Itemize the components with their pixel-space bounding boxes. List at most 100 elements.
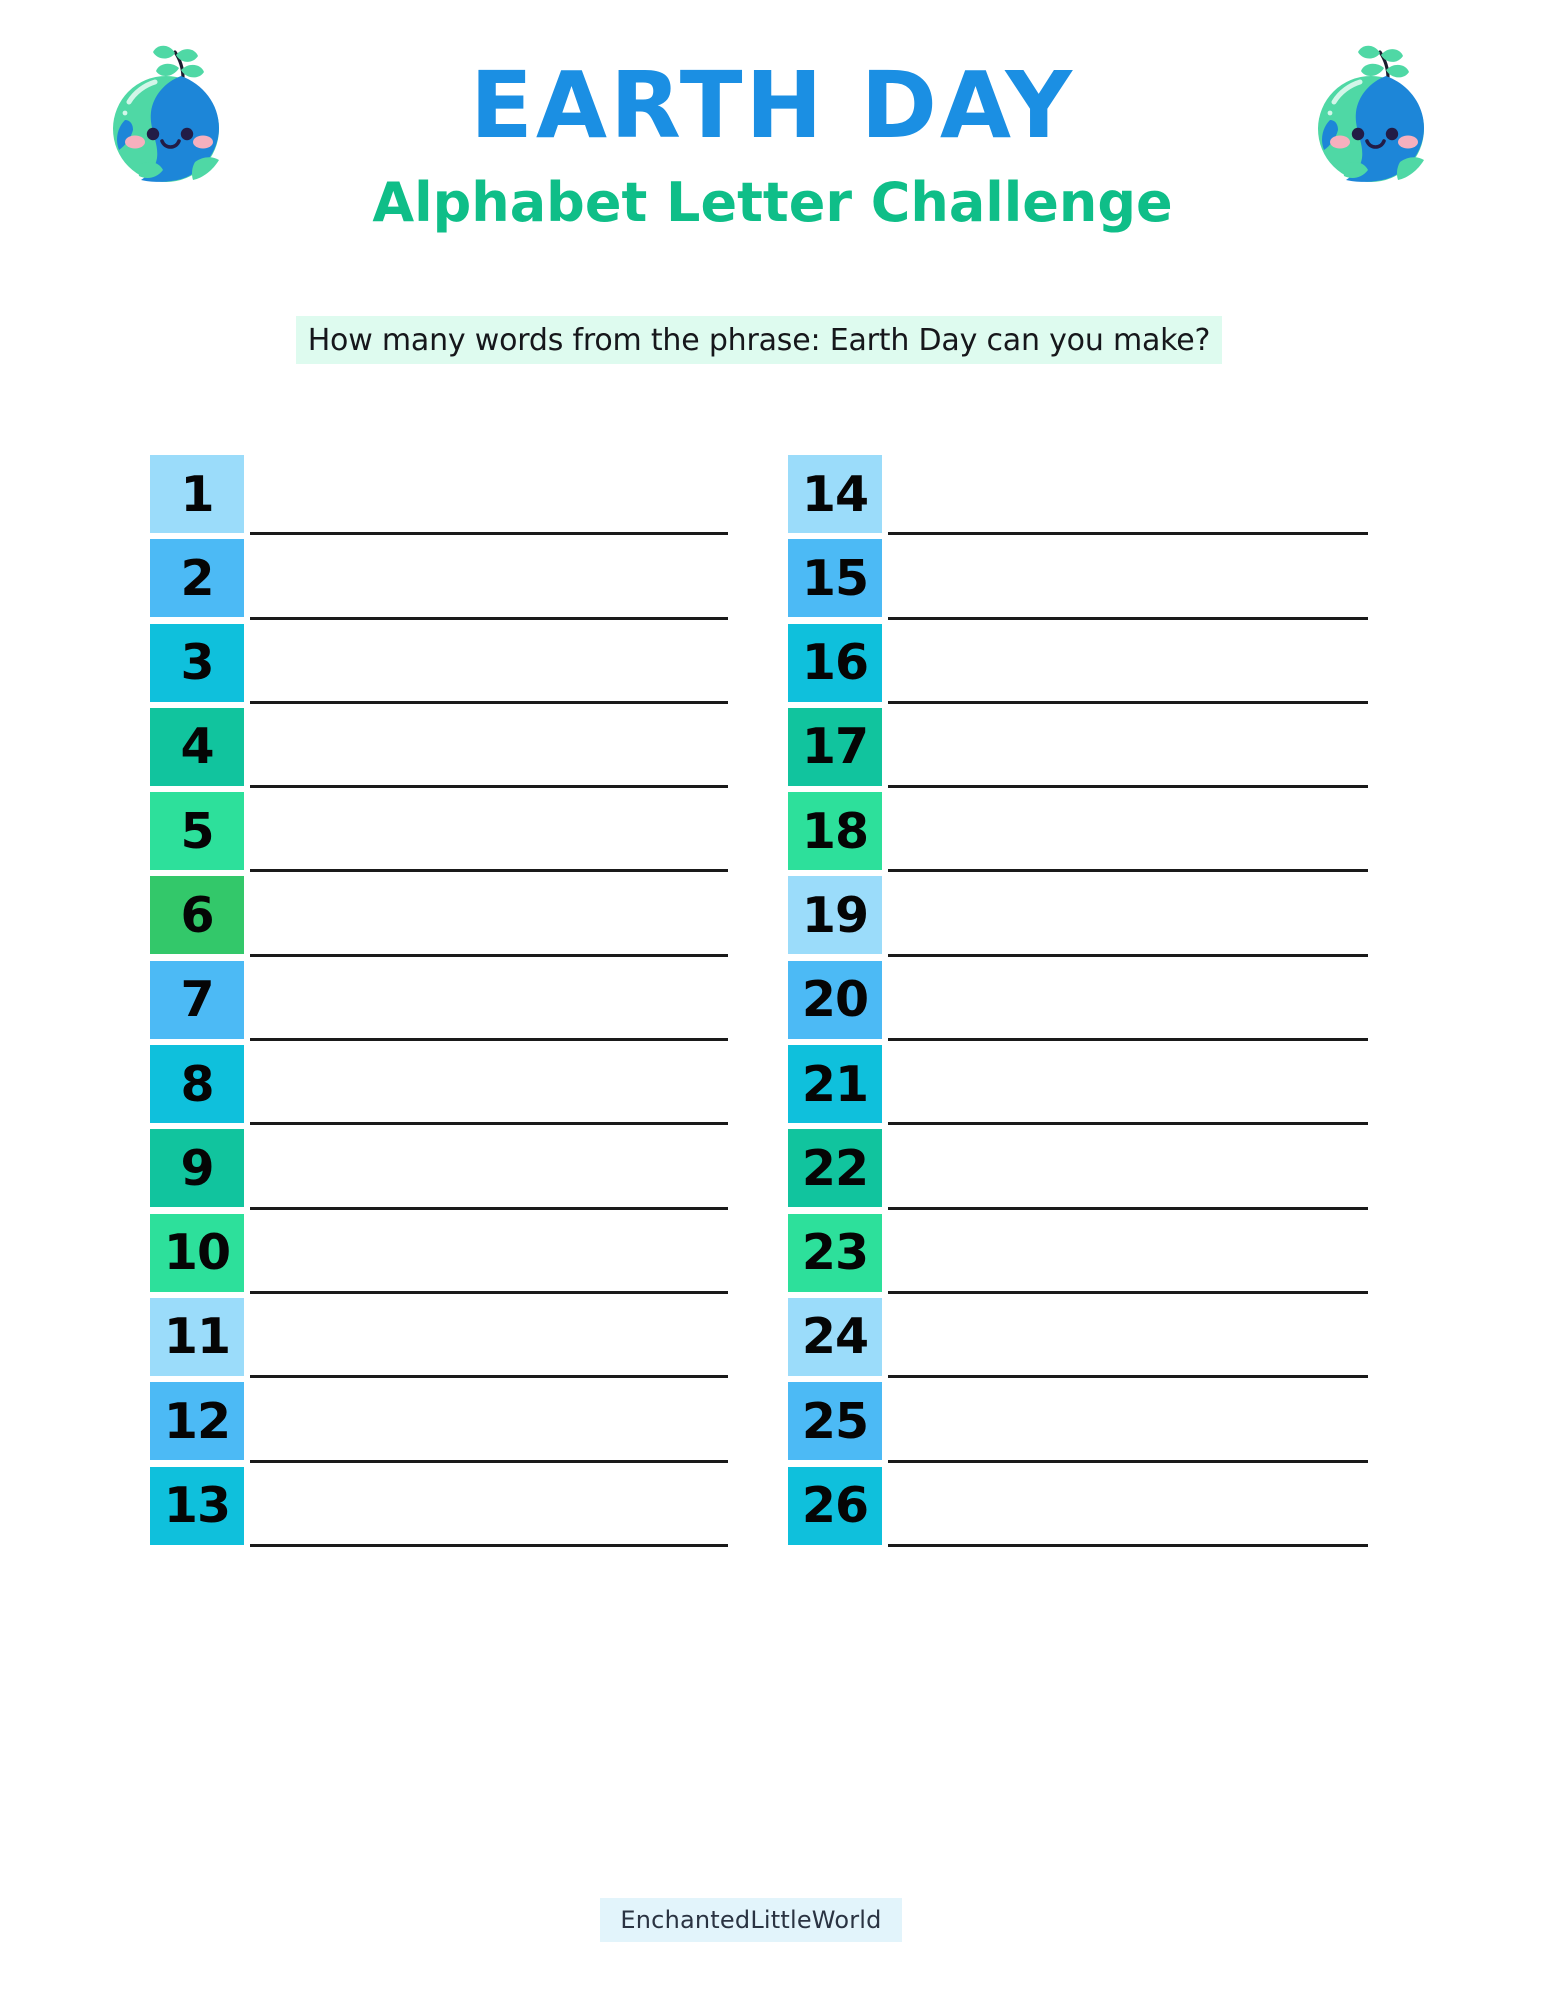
answer-row: 26: [788, 1466, 1368, 1551]
footer-brand-text: EnchantedLittleWorld: [620, 1906, 882, 1934]
answer-row: 1: [150, 455, 730, 539]
number-tile-23: 23: [788, 1213, 882, 1292]
answer-write-line[interactable]: [888, 785, 1368, 789]
number-tile-9: 9: [150, 1129, 244, 1208]
answer-row: 9: [150, 1129, 730, 1213]
earth-character-icon-left: [95, 42, 237, 184]
answer-write-line[interactable]: [250, 1206, 728, 1210]
answer-write-line[interactable]: [250, 1459, 728, 1463]
number-tile-17: 17: [788, 707, 882, 786]
question-text: How many words from the phrase: Earth Da…: [307, 322, 1211, 358]
number-tile-label: 12: [163, 1392, 231, 1450]
answer-row: 15: [788, 539, 1368, 623]
answer-row: 14: [788, 455, 1368, 539]
answer-row: 5: [150, 792, 730, 876]
answer-row: 19: [788, 876, 1368, 960]
answer-row: 4: [150, 707, 730, 792]
number-tile-label: 19: [801, 886, 869, 944]
number-tile-label: 24: [801, 1308, 869, 1366]
number-tile-label: 4: [180, 718, 214, 776]
answer-row: 24: [788, 1297, 1368, 1382]
answer-write-line[interactable]: [888, 953, 1368, 957]
answer-write-line[interactable]: [888, 1543, 1368, 1547]
answer-write-line[interactable]: [250, 1038, 728, 1042]
answer-write-line[interactable]: [888, 1290, 1368, 1294]
number-tile-label: 5: [180, 802, 214, 860]
worksheet-header: EARTH DAY Alphabet Letter Challenge How …: [0, 0, 1545, 364]
answer-write-line[interactable]: [888, 1038, 1368, 1042]
answer-row: 21: [788, 1045, 1368, 1129]
answer-row: 12: [150, 1382, 730, 1466]
number-tile-26: 26: [788, 1466, 882, 1545]
answer-write-line[interactable]: [888, 1375, 1368, 1379]
number-tile-19: 19: [788, 876, 882, 955]
answer-write-line[interactable]: [250, 953, 728, 957]
answer-write-line[interactable]: [250, 532, 728, 536]
answer-write-line[interactable]: [250, 1290, 728, 1294]
page-subtitle: Alphabet Letter Challenge: [372, 171, 1173, 234]
answer-row: 3: [150, 623, 730, 708]
answer-write-line[interactable]: [250, 785, 728, 789]
answer-column-right: 14 15 16 17 18 19 20 21 22 23 24 25 26: [788, 455, 1368, 1551]
answer-write-line[interactable]: [888, 616, 1368, 620]
answer-write-line[interactable]: [888, 869, 1368, 873]
number-tile-label: 15: [801, 549, 869, 607]
number-tile-label: 11: [163, 1308, 231, 1366]
number-tile-6: 6: [150, 876, 244, 955]
number-tile-label: 6: [180, 886, 214, 944]
number-tile-13: 13: [150, 1466, 244, 1545]
number-tile-label: 10: [163, 1224, 231, 1282]
answer-row: 22: [788, 1129, 1368, 1213]
page-title: EARTH DAY: [470, 52, 1075, 159]
answer-row: 23: [788, 1213, 1368, 1298]
answer-write-line[interactable]: [888, 1459, 1368, 1463]
footer-brand-badge: EnchantedLittleWorld: [600, 1898, 902, 1942]
number-tile-label: 13: [163, 1477, 231, 1535]
answer-row: 20: [788, 960, 1368, 1045]
answer-column-left: 1 2 3 4 5 6 7 8 9 10 11 12 13: [150, 455, 730, 1551]
number-tile-12: 12: [150, 1382, 244, 1461]
number-tile-5: 5: [150, 792, 244, 871]
number-tile-label: 21: [801, 1055, 869, 1113]
answer-row: 13: [150, 1466, 730, 1551]
number-tile-label: 1: [180, 465, 214, 523]
answer-row: 16: [788, 623, 1368, 708]
number-tile-18: 18: [788, 792, 882, 871]
answer-write-line[interactable]: [888, 700, 1368, 704]
number-tile-2: 2: [150, 539, 244, 618]
answer-row: 7: [150, 960, 730, 1045]
number-tile-label: 8: [180, 1055, 214, 1113]
number-tile-label: 2: [180, 549, 214, 607]
number-tile-4: 4: [150, 707, 244, 786]
number-tile-15: 15: [788, 539, 882, 618]
number-tile-11: 11: [150, 1297, 244, 1376]
number-tile-1: 1: [150, 455, 244, 533]
answer-row: 6: [150, 876, 730, 960]
answer-write-line[interactable]: [888, 1122, 1368, 1126]
answer-row: 11: [150, 1297, 730, 1382]
number-tile-label: 23: [801, 1224, 869, 1282]
answer-write-line[interactable]: [250, 869, 728, 873]
title-block: EARTH DAY Alphabet Letter Challenge: [240, 60, 1305, 230]
answer-write-line[interactable]: [250, 700, 728, 704]
answer-write-line[interactable]: [250, 1375, 728, 1379]
number-tile-22: 22: [788, 1129, 882, 1208]
number-tile-label: 16: [801, 634, 869, 692]
number-tile-label: 14: [801, 465, 869, 523]
earth-character-icon-right: [1300, 42, 1442, 184]
answer-row: 10: [150, 1213, 730, 1298]
question-banner: How many words from the phrase: Earth Da…: [296, 316, 1222, 364]
number-tile-label: 26: [801, 1477, 869, 1535]
number-tile-label: 20: [801, 971, 869, 1029]
number-tile-20: 20: [788, 960, 882, 1039]
answer-write-line[interactable]: [888, 532, 1368, 536]
answer-write-line[interactable]: [888, 1206, 1368, 1210]
answer-write-line[interactable]: [250, 1122, 728, 1126]
answer-row: 25: [788, 1382, 1368, 1466]
number-tile-label: 22: [801, 1139, 869, 1197]
answer-row: 2: [150, 539, 730, 623]
answer-write-line[interactable]: [250, 616, 728, 620]
number-tile-10: 10: [150, 1213, 244, 1292]
answer-write-line[interactable]: [250, 1543, 728, 1547]
